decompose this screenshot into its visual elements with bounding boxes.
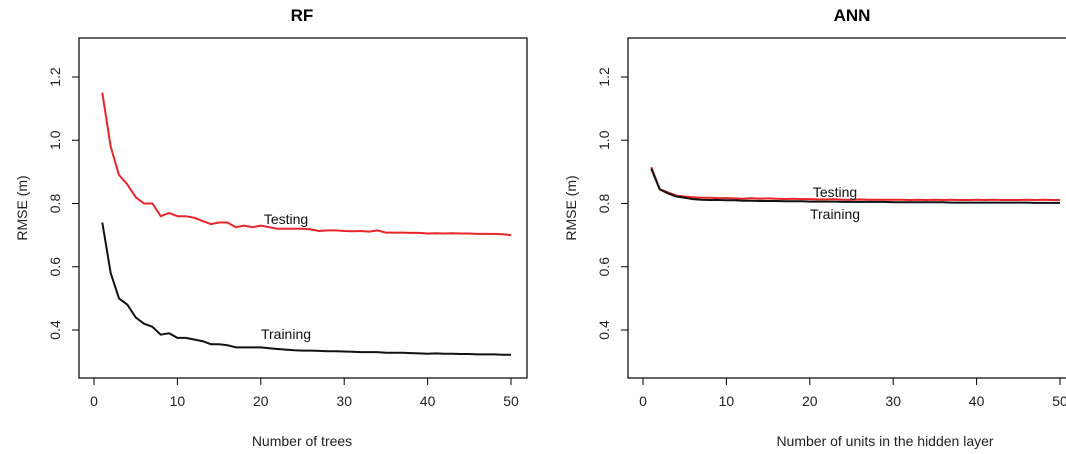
ann-y-axis-label: RMSE (m) (563, 175, 579, 240)
ann-training-line (650, 168, 1060, 204)
ann-training-label: Training (810, 206, 860, 222)
rf-x-tick-label: 50 (503, 393, 519, 409)
rf-series-group (101, 92, 512, 356)
ann-x-tick-label: 20 (802, 393, 818, 409)
rf-x-tick-label: 30 (336, 393, 352, 409)
rf-training-line (101, 222, 511, 356)
ann-x-tick-label: 10 (719, 393, 735, 409)
ann-testing-line (650, 166, 1060, 201)
ann-y-tick-label: 0.8 (596, 194, 612, 214)
ann-y-tick-label: 1.2 (596, 67, 612, 87)
ann-x-tick-label: 30 (885, 393, 901, 409)
rf-x-tick-label: 10 (170, 393, 186, 409)
ann-panel: ANN 0 10 20 30 40 50 0.4 0.6 0.8 1.0 1.2 Testing T… (563, 6, 1066, 449)
ann-x-tick-label: 50 (1052, 393, 1066, 409)
rf-x-tick-label: 0 (90, 393, 98, 409)
rf-title: RF (291, 6, 314, 25)
rf-testing-label: Testing (264, 211, 308, 227)
ann-x-tick-label: 0 (639, 393, 647, 409)
rf-plot-frame (78, 37, 528, 379)
ann-x-axis-label: Number of units in the hidden layer (776, 433, 993, 449)
rf-x-tick-label: 40 (420, 393, 436, 409)
rf-panel: RF 0 10 20 30 40 50 0.4 0.6 0.8 1.0 1.2 Testing Tr… (14, 6, 528, 449)
rf-training-label: Training (261, 326, 311, 342)
ann-y-tick-label: 0.4 (596, 320, 612, 340)
ann-axes: 0 10 20 30 40 50 0.4 0.6 0.8 1.0 1.2 (596, 67, 1066, 409)
rf-y-axis-label: RMSE (m) (14, 175, 30, 240)
rf-x-tick-label: 20 (253, 393, 269, 409)
rf-testing-line (101, 92, 512, 237)
rf-axes: 0 10 20 30 40 50 0.4 0.6 0.8 1.0 1.2 (47, 67, 519, 409)
rf-y-tick-label: 0.6 (47, 257, 63, 277)
rf-x-axis-label: Number of trees (252, 433, 352, 449)
ann-testing-label: Testing (813, 184, 857, 200)
ann-y-tick-label: 0.6 (596, 257, 612, 277)
ann-title: ANN (834, 6, 871, 25)
ann-y-tick-label: 1.0 (596, 130, 612, 150)
ann-series-group (650, 166, 1060, 204)
rf-y-tick-label: 0.4 (47, 320, 63, 340)
rf-y-tick-label: 1.0 (47, 130, 63, 150)
ann-x-tick-label: 40 (969, 393, 985, 409)
ann-plot-frame (627, 37, 1066, 379)
rf-y-tick-label: 0.8 (47, 194, 63, 214)
rf-y-tick-label: 1.2 (47, 67, 63, 87)
